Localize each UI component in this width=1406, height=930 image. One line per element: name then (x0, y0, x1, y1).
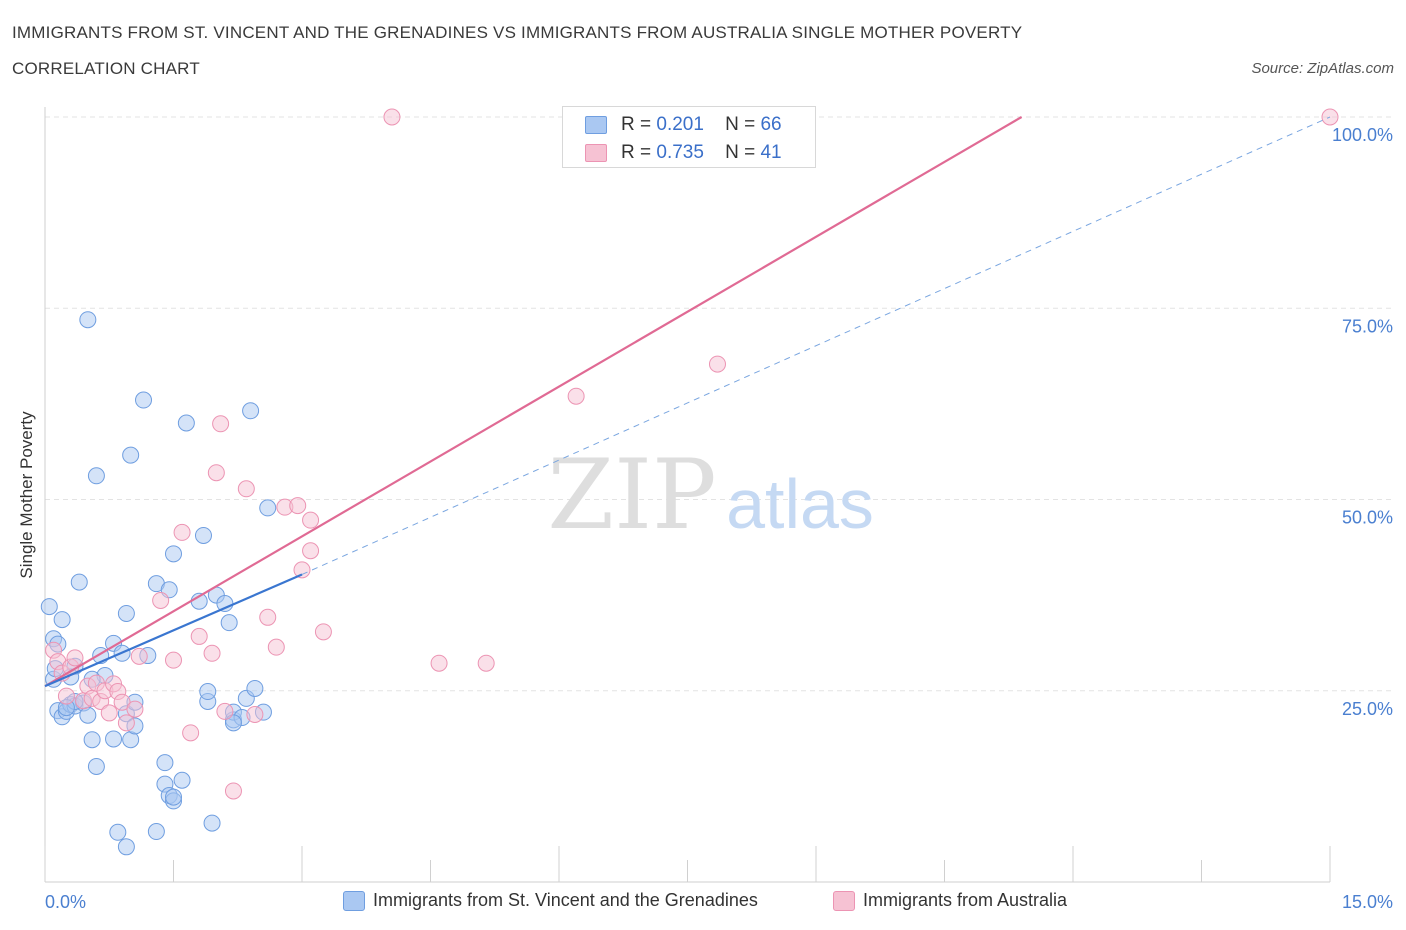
data-point-series2 (203, 644, 221, 662)
data-point-series1 (79, 706, 97, 724)
stats-swatch-series2 (585, 144, 607, 162)
x-tick-label: 15.0% (1342, 892, 1393, 912)
data-point-series2 (126, 700, 144, 718)
series1-n-value: 66 (760, 114, 782, 135)
data-point-series1 (242, 402, 260, 420)
data-point-series2 (267, 638, 285, 656)
data-point-series2 (152, 591, 170, 609)
trend-line-series1 (44, 573, 303, 688)
data-point-series2 (57, 687, 75, 705)
legend: Immigrants from St. Vincent and the Gren… (0, 889, 1406, 915)
data-point-series2 (293, 561, 311, 579)
data-point-series2 (567, 387, 585, 405)
stats-label-series1: R = 0.201 N = 66 (621, 114, 782, 136)
data-point-series2 (182, 724, 200, 742)
x-tick-label: 0.0% (45, 892, 86, 912)
data-point-series2 (246, 705, 264, 723)
data-point-series1 (246, 679, 264, 697)
watermark: ZIP atlas (547, 439, 874, 551)
data-point-series1 (87, 467, 105, 485)
data-point-series1 (220, 614, 238, 632)
series1-points (40, 311, 277, 856)
data-point-series2 (130, 647, 148, 665)
watermark-atlas: atlas (726, 465, 874, 543)
n-label: N = (725, 114, 756, 135)
data-point-series2 (207, 464, 225, 482)
r-label: R = (621, 114, 652, 135)
data-point-series2 (117, 714, 135, 732)
y-tick-label: 50.0% (1342, 508, 1393, 528)
chart-title: IMMIGRANTS FROM ST. VINCENT AND THE GREN… (12, 20, 1312, 82)
stats-swatch-series1 (585, 116, 607, 134)
data-point-series1 (70, 573, 88, 591)
data-point-series2 (383, 108, 401, 126)
data-point-series1 (122, 446, 140, 464)
data-point-series2 (708, 355, 726, 373)
data-point-series2 (430, 654, 448, 672)
data-point-series1 (199, 683, 217, 701)
data-point-series2 (100, 704, 118, 722)
chart-source: Source: ZipAtlas.com (1251, 60, 1394, 77)
data-point-series1 (194, 526, 212, 544)
chart-title-line2: CORRELATION CHART (12, 59, 200, 78)
series2-points (45, 108, 1339, 800)
data-point-series1 (203, 814, 221, 832)
trend-line-series2 (44, 116, 1023, 688)
stats-label-series2: R = 0.735 N = 41 (621, 142, 782, 164)
data-point-series2 (212, 415, 230, 433)
y-tick-label: 100.0% (1332, 125, 1393, 145)
data-point-series2 (224, 782, 242, 800)
chart-title-line1: IMMIGRANTS FROM ST. VINCENT AND THE GREN… (12, 23, 1023, 42)
data-point-series1 (105, 730, 123, 748)
series2-r-value: 0.735 (656, 142, 704, 163)
data-point-series2 (477, 654, 495, 672)
data-point-series1 (173, 771, 191, 789)
legend-label-series1: Immigrants from St. Vincent and the Gren… (373, 890, 758, 910)
data-point-series2 (216, 702, 234, 720)
data-point-series2 (302, 542, 320, 560)
n-label: N = (725, 142, 756, 163)
data-point-series2 (173, 523, 191, 541)
data-point-series1 (87, 757, 105, 775)
data-point-series1 (117, 838, 135, 856)
axis-layer (44, 107, 1331, 883)
data-point-series1 (79, 311, 97, 329)
legend-swatch-series2 (833, 891, 855, 911)
data-point-series2 (289, 497, 307, 515)
data-point-series1 (177, 414, 195, 432)
data-point-series1 (259, 499, 277, 517)
data-point-series2 (302, 511, 320, 529)
data-point-series1 (135, 391, 153, 409)
data-point-series1 (165, 788, 182, 806)
tick-labels: 25.0% 50.0% 75.0% 100.0% 0.0% 15.0% (45, 125, 1393, 912)
projection-line (301, 116, 1331, 575)
series1-r-value: 0.201 (656, 114, 704, 135)
r-label: R = (621, 142, 652, 163)
data-point-series1 (165, 545, 182, 563)
data-point-series2 (66, 649, 84, 667)
data-point-series1 (117, 604, 135, 622)
data-point-series1 (53, 611, 71, 629)
data-point-series1 (156, 754, 174, 772)
series2-n-value: 41 (760, 142, 782, 163)
y-tick-label: 75.0% (1342, 316, 1393, 336)
data-point-series2 (314, 623, 332, 641)
data-point-series2 (190, 627, 208, 645)
data-point-series2 (259, 608, 277, 626)
data-point-series1 (83, 731, 101, 749)
data-point-series1 (147, 823, 165, 841)
y-axis-label: Single Mother Poverty (17, 411, 36, 579)
stats-box: R = 0.201 N = 66 R = 0.735 N = 41 (562, 106, 816, 168)
legend-swatch-series1 (343, 891, 365, 911)
data-point-series2 (165, 651, 182, 669)
data-point-series1 (109, 823, 127, 841)
trend-layer (44, 116, 1331, 688)
data-point-series2 (237, 480, 255, 498)
data-point-series1 (40, 598, 58, 616)
legend-label-series2: Immigrants from Australia (863, 890, 1068, 910)
data-point-series1 (224, 714, 242, 732)
watermark-zip: ZIP (547, 439, 716, 551)
y-tick-label: 25.0% (1342, 699, 1393, 719)
